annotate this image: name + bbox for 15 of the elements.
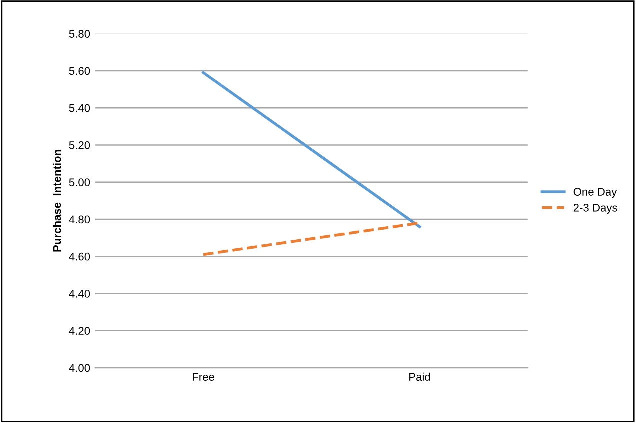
y-tick-label: 4.60 (69, 252, 90, 261)
y-tick-label: 4.40 (69, 290, 90, 298)
y-tick-label: 5.80 (69, 30, 90, 38)
y-tick-label: 5.20 (69, 141, 90, 150)
legend-label: 2-3 Days (574, 204, 618, 214)
y-tick-label: 5.60 (69, 67, 90, 76)
y-tick-label: 4.20 (69, 327, 90, 336)
legend-label: One Day (574, 188, 618, 198)
y-tick-label: 4.80 (69, 216, 90, 224)
y-tick-label: 5.40 (69, 104, 90, 112)
y-tick-label: 4.00 (69, 364, 90, 372)
x-tick-label: Free (193, 373, 214, 382)
x-tick-label: Paid (410, 372, 430, 382)
y-tick-label: 5.00 (69, 178, 90, 186)
y-axis-title: Purchase Intention (53, 150, 62, 252)
